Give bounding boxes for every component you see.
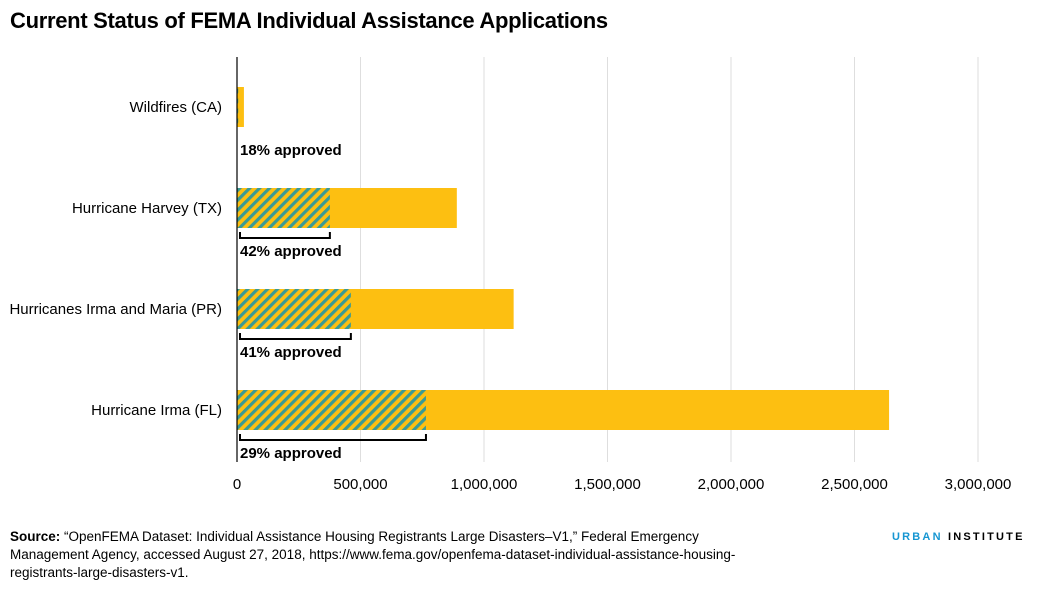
x-tick-label: 2,500,000 — [821, 476, 888, 493]
bar-chart: 0 500,000 1,000,000 1,500,000 2,000,000 2,500… — [9, 57, 1012, 493]
approved-bracket — [239, 333, 352, 340]
source-label: Source: — [10, 529, 61, 544]
bar-approved — [237, 188, 330, 228]
approved-annotation: 29% approved — [240, 445, 342, 462]
x-tick-label: 500,000 — [333, 476, 387, 493]
category-label: Hurricanes Irma and Maria (PR) — [9, 301, 222, 318]
source-note: Source: “OpenFEMA Dataset: Individual As… — [10, 528, 770, 582]
approved-annotation: 42% approved — [240, 243, 342, 260]
source-text: “OpenFEMA Dataset: Individual Assistance… — [10, 529, 736, 580]
approved-annotation: 18% approved — [240, 142, 342, 159]
approved-annotation: 41% approved — [240, 344, 342, 361]
x-tick-label: 2,000,000 — [698, 476, 765, 493]
category-label: Wildfires (CA) — [130, 99, 223, 116]
x-tick-label: 1,500,000 — [574, 476, 641, 493]
approved-bracket — [239, 434, 427, 441]
logo-urban: URBAN — [892, 531, 943, 543]
x-tick-label: 0 — [233, 476, 241, 493]
bar-total — [237, 87, 244, 127]
x-tick-label: 3,000,000 — [945, 476, 1012, 493]
category-label: Hurricane Harvey (TX) — [72, 200, 222, 217]
category-label: Hurricane Irma (FL) — [91, 402, 222, 419]
chart-title: Current Status of FEMA Individual Assist… — [10, 8, 608, 33]
bar-approved — [237, 390, 426, 430]
logo-institute: INSTITUTE — [948, 531, 1025, 543]
approved-bracket — [239, 232, 331, 239]
x-tick-label: 1,000,000 — [451, 476, 518, 493]
bar-approved — [237, 87, 239, 127]
urban-institute-logo: URBAN INSTITUTE — [892, 531, 1025, 543]
bar-approved — [237, 289, 351, 329]
